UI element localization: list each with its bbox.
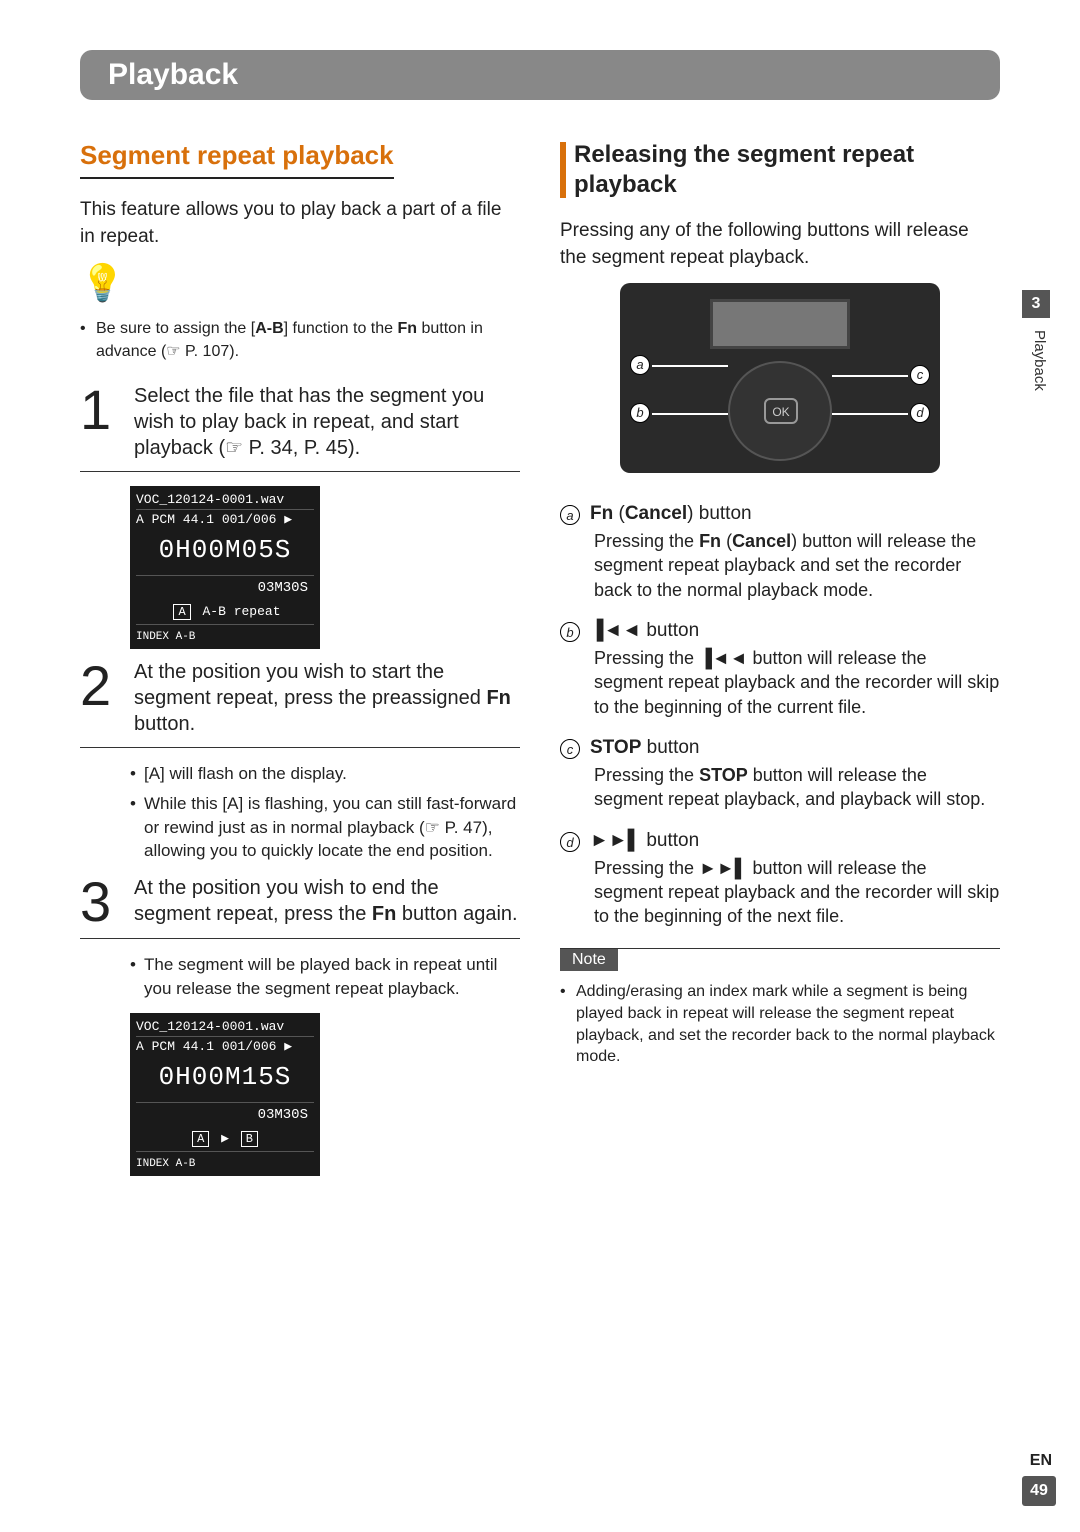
step-2: 2 At the position you wish to start the … — [80, 659, 520, 748]
device-diagram: OK a b c d — [620, 283, 940, 473]
device-display-1: VOC_120124-0001.wav A PCM 44.1 001/006 ▶… — [130, 486, 320, 649]
footer-page: 49 — [1022, 1476, 1056, 1506]
display-duration: 03M30S — [136, 1105, 314, 1125]
left-column: Segment repeat playback This feature all… — [80, 140, 520, 1186]
ok-button-icon: OK — [764, 398, 798, 424]
section-title: Segment repeat playback — [80, 140, 394, 179]
button-body: Pressing the STOP button will release th… — [590, 763, 1000, 812]
letter-badge: c — [560, 739, 580, 759]
step-text: At the position you wish to end the segm… — [134, 875, 520, 928]
intro-text: Pressing any of the following buttons wi… — [560, 218, 1000, 271]
lightbulb-icon: 💡 — [80, 262, 520, 304]
button-body: Pressing the ▐◄◄ button will release the… — [590, 646, 1000, 719]
button-title: STOP button — [590, 737, 1000, 759]
button-desc-a: a Fn (Cancel) button Pressing the Fn (Ca… — [560, 503, 1000, 602]
note-text: Adding/erasing an index mark while a seg… — [560, 981, 1000, 1067]
step-number: 3 — [80, 875, 120, 928]
letter-badge: d — [560, 832, 580, 852]
right-column: Releasing the segment repeat playback Pr… — [560, 140, 1000, 1186]
subsection-title: Releasing the segment repeat playback — [560, 140, 1000, 200]
display-file: VOC_120124-0001.wav — [136, 1019, 314, 1034]
letter-badge: a — [560, 505, 580, 525]
step-number: 1 — [80, 383, 120, 461]
step-2-notes: [A] will flash on the display. While thi… — [80, 762, 520, 863]
chapter-label: Playback — [1031, 330, 1048, 391]
intro-text: This feature allows you to play back a p… — [80, 197, 520, 250]
callout-a: a — [630, 355, 650, 375]
note-item: [A] will flash on the display. — [130, 762, 520, 786]
note-box: Note Adding/erasing an index mark while … — [560, 948, 1000, 1067]
step-text: At the position you wish to start the se… — [134, 659, 520, 737]
button-desc-b: b ▐◄◄ button Pressing the ▐◄◄ button wil… — [560, 620, 1000, 719]
button-body: Pressing the ►►▌ button will release the… — [590, 856, 1000, 929]
callout-b: b — [630, 403, 650, 423]
display-bottom: INDEX A-B — [136, 1154, 314, 1170]
page-header: Playback — [80, 50, 1000, 100]
step-1: 1 Select the file that has the segment y… — [80, 383, 520, 472]
button-title: ▐◄◄ button — [590, 620, 1000, 642]
display-folder: A PCM 44.1 001/006 ▶ — [136, 512, 314, 527]
display-folder: A PCM 44.1 001/006 ▶ — [136, 1039, 314, 1054]
button-desc-c: c STOP button Pressing the STOP button w… — [560, 737, 1000, 812]
chapter-tab: 3 — [1022, 290, 1050, 318]
letter-badge: b — [560, 622, 580, 642]
note-item: The segment will be played back in repea… — [130, 953, 520, 1001]
display-ab: A A-B repeat — [136, 598, 314, 622]
callout-c: c — [910, 365, 930, 385]
button-title: ►►▌ button — [590, 830, 1000, 852]
step-3-notes: The segment will be played back in repea… — [80, 953, 520, 1001]
display-time: 0H00M05S — [136, 527, 314, 573]
diagram-screen — [710, 299, 850, 349]
display-ab: A ▶ B — [136, 1125, 314, 1149]
step-3: 3 At the position you wish to end the se… — [80, 875, 520, 939]
display-file: VOC_120124-0001.wav — [136, 492, 314, 507]
note-item: While this [A] is flashing, you can stil… — [130, 792, 520, 863]
footer-lang: EN — [1030, 1452, 1052, 1470]
display-bottom: INDEX A-B — [136, 627, 314, 643]
step-number: 2 — [80, 659, 120, 737]
button-title: Fn (Cancel) button — [590, 503, 1000, 525]
display-time: 0H00M15S — [136, 1054, 314, 1100]
button-body: Pressing the Fn (Cancel) button will rel… — [590, 529, 1000, 602]
display-duration: 03M30S — [136, 578, 314, 598]
device-display-2: VOC_120124-0001.wav A PCM 44.1 001/006 ▶… — [130, 1013, 320, 1176]
callout-d: d — [910, 403, 930, 423]
step-text: Select the file that has the segment you… — [134, 383, 520, 461]
tip-text: Be sure to assign the [A-B] function to … — [80, 318, 520, 363]
note-label: Note — [560, 949, 618, 971]
button-desc-d: d ►►▌ button Pressing the ►►▌ button wil… — [560, 830, 1000, 929]
